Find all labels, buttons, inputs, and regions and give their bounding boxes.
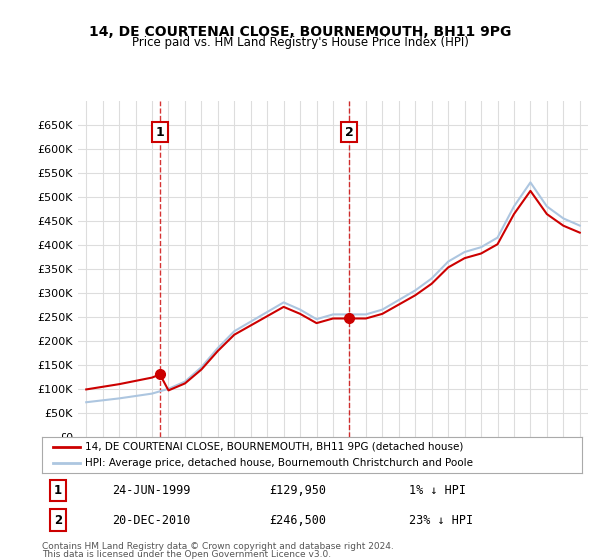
Text: 1: 1	[54, 484, 62, 497]
Text: 14, DE COURTENAI CLOSE, BOURNEMOUTH, BH11 9PG: 14, DE COURTENAI CLOSE, BOURNEMOUTH, BH1…	[89, 25, 511, 39]
Text: 1: 1	[155, 125, 164, 138]
Text: 1% ↓ HPI: 1% ↓ HPI	[409, 484, 466, 497]
Text: 24-JUN-1999: 24-JUN-1999	[112, 484, 191, 497]
Text: This data is licensed under the Open Government Licence v3.0.: This data is licensed under the Open Gov…	[42, 550, 331, 559]
Text: 23% ↓ HPI: 23% ↓ HPI	[409, 514, 473, 526]
Text: Contains HM Land Registry data © Crown copyright and database right 2024.: Contains HM Land Registry data © Crown c…	[42, 542, 394, 551]
Text: Price paid vs. HM Land Registry's House Price Index (HPI): Price paid vs. HM Land Registry's House …	[131, 36, 469, 49]
Text: 2: 2	[344, 125, 353, 138]
Text: 20-DEC-2010: 20-DEC-2010	[112, 514, 191, 526]
Text: £246,500: £246,500	[269, 514, 326, 526]
Text: HPI: Average price, detached house, Bournemouth Christchurch and Poole: HPI: Average price, detached house, Bour…	[85, 458, 473, 468]
Text: £129,950: £129,950	[269, 484, 326, 497]
Text: 2: 2	[54, 514, 62, 526]
Text: 14, DE COURTENAI CLOSE, BOURNEMOUTH, BH11 9PG (detached house): 14, DE COURTENAI CLOSE, BOURNEMOUTH, BH1…	[85, 442, 464, 452]
